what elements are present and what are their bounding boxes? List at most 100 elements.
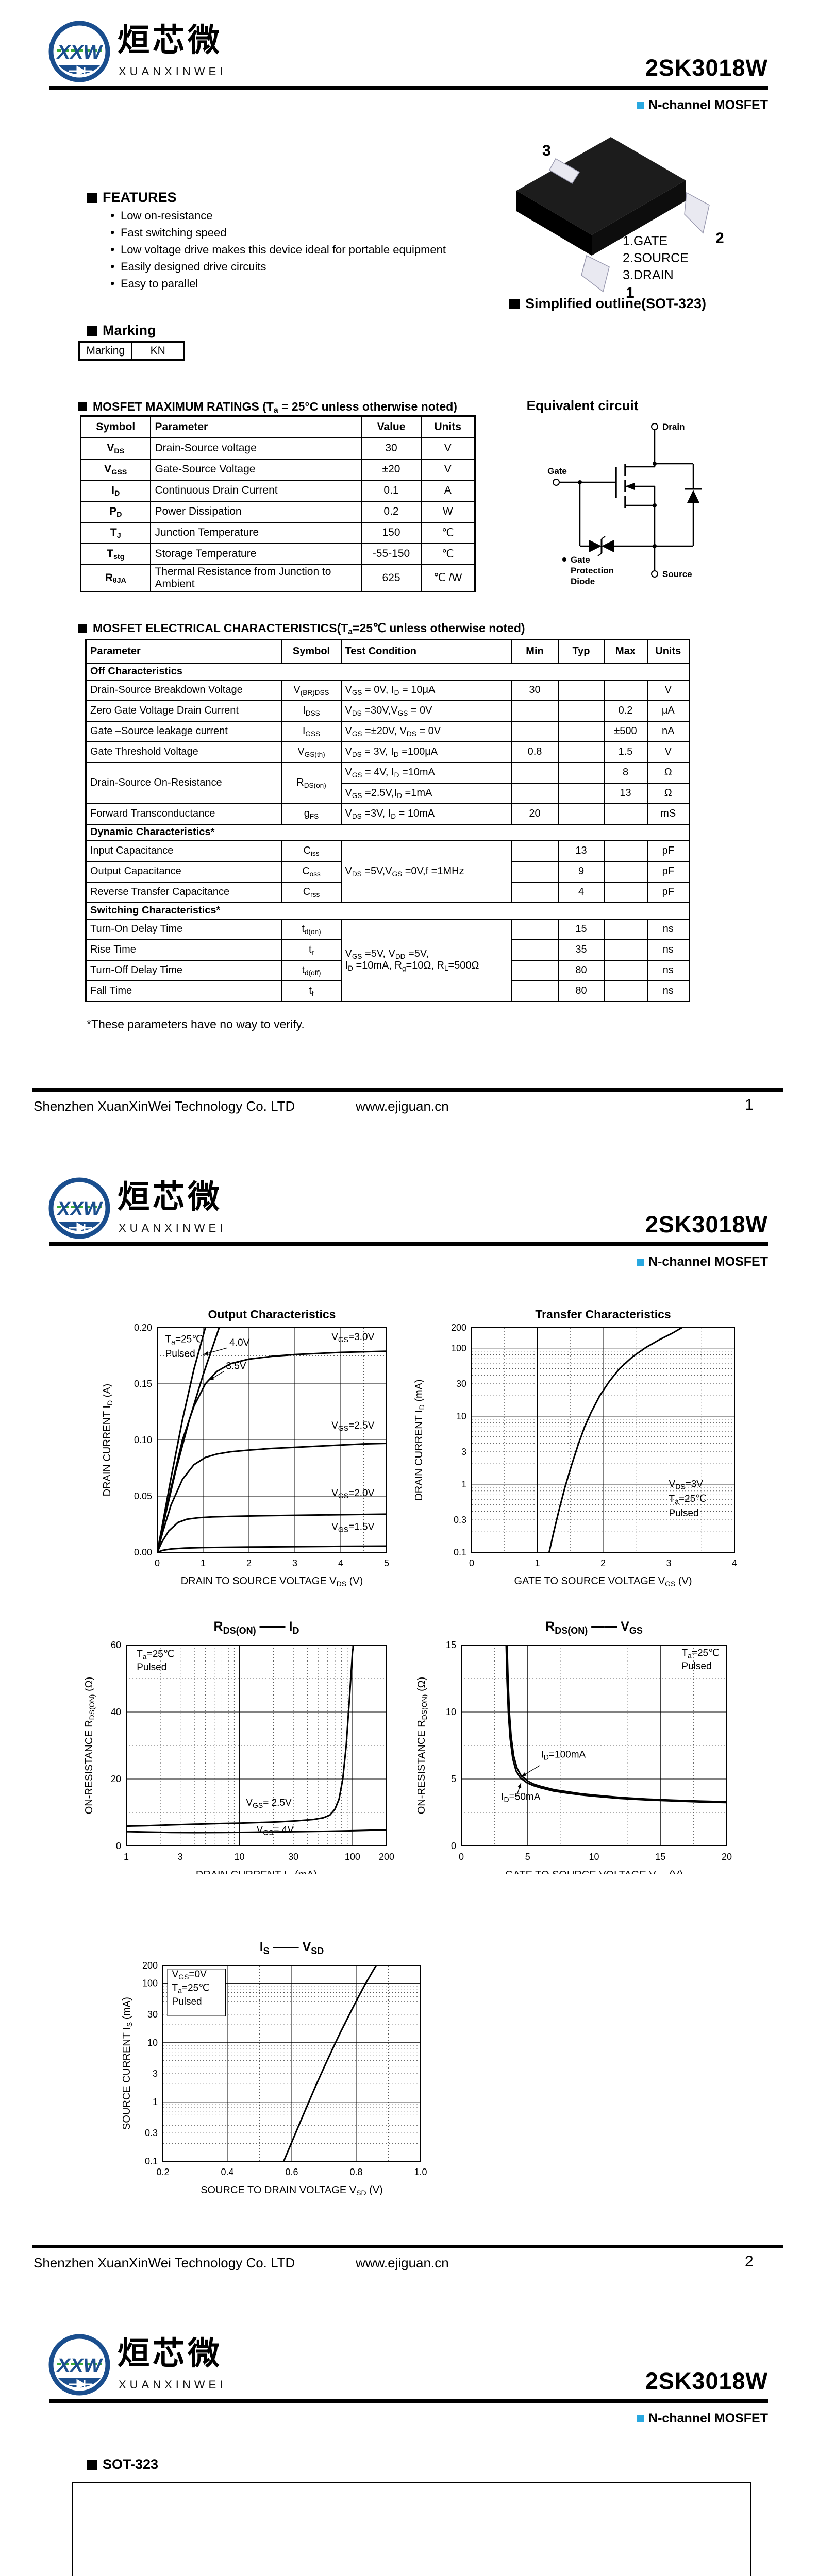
y-tick-label: 0.05	[134, 1491, 152, 1501]
gpd-line-3: Diode	[571, 577, 595, 586]
table-cell	[603, 918, 648, 940]
x-tick-label: 2	[246, 1558, 252, 1568]
x-axis-label: GATE TO SOURCE VOLTAGE VGS (V)	[505, 1869, 683, 1874]
list-item: Low on-resistance	[110, 207, 574, 224]
chart-annotation: Ta=25℃	[137, 1649, 174, 1660]
x-tick-label: 5	[384, 1558, 389, 1568]
chart-annotation: Ta=25℃	[681, 1648, 719, 1659]
x-tick-label: 200	[379, 1852, 394, 1862]
table-cell: Rise Time	[85, 939, 282, 961]
y-tick-label: 100	[451, 1343, 466, 1353]
y-tick-label: 15	[446, 1640, 456, 1650]
table-cell: 13	[603, 782, 648, 804]
ratings-table: Symbol Parameter Value Units VDS Drain-Source…	[80, 415, 476, 592]
marking-heading: Marking	[87, 323, 156, 338]
x-axis-label: GATE TO SOURCE VOLTAGE VGS (V)	[514, 1575, 692, 1587]
table-cell: RDS(on)	[281, 761, 342, 804]
brand-chinese: 烜芯微	[118, 2336, 223, 2371]
table-cell: KN	[131, 341, 185, 361]
table-cell: Reverse Transfer Capacitance	[85, 881, 282, 903]
table-cell: Fall Time	[85, 980, 282, 1002]
y-tick-label: 40	[111, 1707, 121, 1717]
x-tick-label: 10	[234, 1852, 244, 1862]
chart-annotation: Ta=25℃	[165, 1334, 203, 1346]
table-cell: ns	[646, 980, 690, 1002]
y-tick-label: 0.1	[145, 2156, 158, 2166]
subtitle-text: N-channel MOSFET	[648, 1255, 768, 1269]
table-cell: VDS =5V,VGS =0V,f =1MHz	[340, 840, 512, 903]
list-item: 2.SOURCE	[623, 251, 689, 265]
y-tick-label: 30	[456, 1379, 466, 1389]
table-cell: pF	[646, 881, 690, 903]
y-axis-label: DRAIN CURRENT ID (A)	[102, 1384, 114, 1497]
subtitle: N-channel MOSFET	[637, 2411, 768, 2426]
table-cell: VGS = 0V, ID = 10μA	[340, 679, 512, 701]
table-cell	[510, 860, 559, 883]
transfer-characteristics-chart: 0 1 2 3 4 0.1 0.3 1 3 10 30 100 200 GATE TO SOURCE VO…	[413, 1308, 737, 1587]
table-cell: Drain-Source voltage	[149, 437, 362, 460]
x-tick-label: 0	[459, 1852, 464, 1862]
header-rule	[49, 2399, 768, 2403]
chart-annotation: VGS= 4V	[257, 1825, 294, 1837]
x-tick-label: 20	[722, 1852, 732, 1862]
table-cell: gFS	[281, 803, 342, 825]
logo-diode-icon	[69, 2379, 92, 2390]
circuit-symbols	[562, 462, 699, 562]
ratings-title: MOSFET MAXIMUM RATINGS (Ta = 25°C unless…	[78, 400, 457, 415]
x-tick-label: 15	[655, 1852, 665, 1862]
annotation-box	[167, 1969, 226, 2016]
table-cell: 150	[361, 521, 422, 544]
table-cell: Typ	[558, 639, 605, 664]
table-cell	[603, 939, 648, 961]
chart-annotation: Pulsed	[669, 1508, 699, 1519]
table-cell	[510, 700, 559, 722]
annotation-arrowhead	[521, 1772, 527, 1777]
table-cell: VGS = 4V, ID =10mA	[340, 761, 512, 784]
x-tick-label: 1	[201, 1558, 206, 1568]
x-tick-label: 30	[288, 1852, 298, 1862]
header-rule	[49, 86, 768, 90]
x-tick-label: 3	[292, 1558, 297, 1568]
table-cell: Junction Temperature	[149, 521, 362, 544]
features-heading: FEATURES	[87, 190, 177, 206]
table-cell	[510, 720, 559, 742]
chart-annotation: VGS=2.0V	[331, 1488, 374, 1500]
y-tick-label: 10	[446, 1707, 456, 1717]
chart-curves	[282, 1965, 377, 2161]
equivalent-circuit-title: Equivalent circuit	[526, 398, 639, 413]
x-tick-label: 0	[469, 1558, 474, 1568]
table-cell: Ω	[646, 761, 690, 784]
x-tick-label: 0.8	[349, 2167, 362, 2177]
y-tick-label: 0.00	[134, 1547, 152, 1557]
table-cell: W	[420, 500, 476, 523]
chart-annotation: 4.0V	[229, 1337, 249, 1348]
table-cell: V	[420, 437, 476, 460]
gpd-line-1: Gate	[571, 555, 590, 565]
table-cell: Thermal Resistance from Junction to Ambi…	[149, 564, 362, 592]
annotation-arrowhead	[517, 1783, 522, 1788]
gpd-line-2: Protection	[571, 566, 614, 575]
y-axis-label: ON-RESISTANCE RDS(ON) (Ω)	[84, 1677, 96, 1815]
y-tick-label: 3	[153, 2069, 158, 2079]
table-cell: VGS =±20V, VDS = 0V	[340, 720, 512, 742]
list-item: 1.GATE	[623, 234, 668, 248]
table-cell: nA	[646, 720, 690, 742]
table-cell: Marking	[78, 341, 132, 361]
ratings-table-grid: Symbol Parameter Value Units VDS Drain-Source…	[80, 415, 476, 592]
chart-curves	[126, 1645, 387, 1834]
table-cell: Turn-Off Delay Time	[85, 959, 282, 981]
y-tick-label: 10	[456, 1411, 466, 1421]
table-cell: RθJA	[80, 564, 151, 592]
chart-annotation: Pulsed	[165, 1349, 195, 1360]
table-cell: Min	[510, 639, 559, 664]
page-1: XXW 烜芯微 XUANXINWEI 2SK3018W N-channel MO…	[0, 0, 818, 1157]
table-cell: Gate –Source leakage current	[85, 720, 282, 742]
part-number: 2SK3018W	[645, 1211, 768, 1238]
y-axis-label: ON-RESISTANCE RDS(ON) (Ω)	[416, 1677, 428, 1815]
x-tick-label: 10	[589, 1852, 599, 1862]
brand-chinese: 烜芯微	[118, 23, 223, 58]
chart-annotation: Pulsed	[681, 1661, 711, 1672]
y-tick-label: 0.10	[134, 1435, 152, 1445]
table-cell: ℃	[420, 543, 476, 565]
table-cell	[558, 679, 605, 701]
